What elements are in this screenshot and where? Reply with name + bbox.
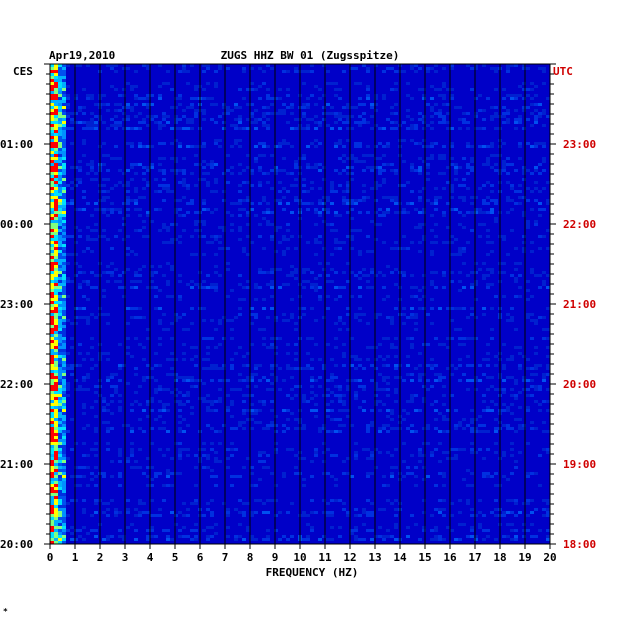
right-time-label: 18:00 [563, 538, 596, 551]
right-time-label: 22:00 [563, 218, 596, 231]
x-axis-label: FREQUENCY (HZ) [266, 566, 359, 579]
x-tick-label: 2 [97, 551, 104, 564]
x-tick-label: 12 [343, 551, 356, 564]
right-time-label: 20:00 [563, 378, 596, 391]
x-tick-label: 5 [172, 551, 179, 564]
left-time-label: 20:00 [0, 538, 33, 551]
footer-mark: * [3, 607, 8, 616]
x-tick-label: 6 [197, 551, 204, 564]
right-axis-label: UTC [553, 65, 573, 78]
x-tick-label: 15 [418, 551, 431, 564]
x-tick-label: 19 [518, 551, 531, 564]
left-time-label: 21:00 [0, 458, 33, 471]
x-tick-label: 1 [72, 551, 79, 564]
right-time-label: 23:00 [563, 138, 596, 151]
x-tick-label: 3 [122, 551, 129, 564]
x-tick-label: 20 [543, 551, 556, 564]
right-time-label: 21:00 [563, 298, 596, 311]
x-tick-label: 17 [468, 551, 481, 564]
x-tick-label: 18 [493, 551, 506, 564]
x-tick-label: 4 [147, 551, 154, 564]
frequency-grid [49, 64, 551, 544]
right-time-label: 19:00 [563, 458, 596, 471]
x-tick-label: 16 [443, 551, 457, 564]
x-tick-label: 9 [272, 551, 279, 564]
left-time-label: 23:00 [0, 298, 33, 311]
x-tick-label: 14 [393, 551, 407, 564]
x-tick-label: 7 [222, 551, 229, 564]
chart-title: ZUGS HHZ BW 01 (Zugsspitze) [221, 49, 400, 62]
chart-date: Apr19,2010 [49, 49, 115, 62]
x-tick-label: 11 [318, 551, 332, 564]
x-tick-label: 10 [293, 551, 306, 564]
x-tick-label: 8 [247, 551, 254, 564]
left-time-label: 01:00 [0, 138, 33, 151]
left-time-label: 22:00 [0, 378, 33, 391]
left-time-label: 00:00 [0, 218, 33, 231]
x-tick-label: 13 [368, 551, 381, 564]
left-axis-label: CES [13, 65, 33, 78]
x-tick-label: 0 [47, 551, 54, 564]
